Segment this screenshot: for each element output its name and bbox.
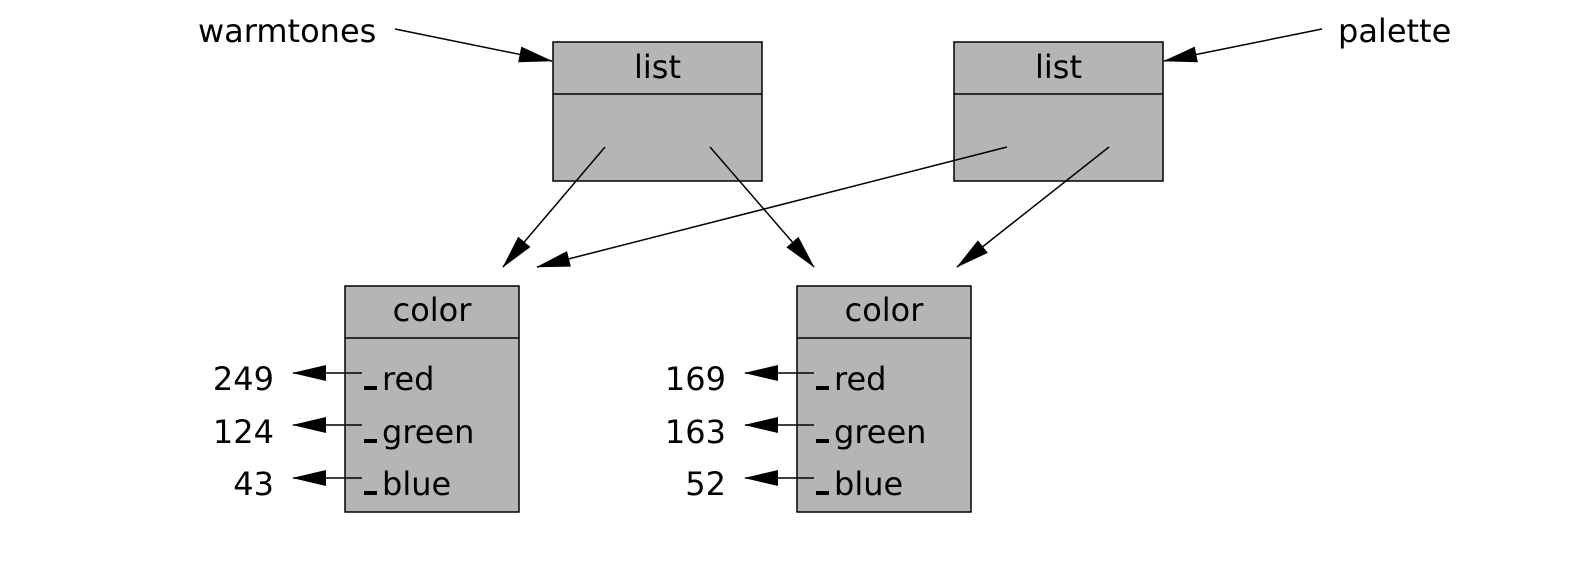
field-blue-value: 52 <box>685 465 726 503</box>
warmtones-reference-arrow <box>394 28 553 63</box>
field-red-label: red <box>834 360 886 398</box>
left-list-element-1-arrow <box>709 146 815 268</box>
field-green-value: 124 <box>213 413 274 451</box>
field-red-value: 249 <box>213 360 274 398</box>
field-green-label: green <box>382 413 474 451</box>
list-type-label: list <box>1035 48 1082 86</box>
field-blue-label: blue <box>382 465 451 503</box>
field-red-value: 169 <box>665 360 726 398</box>
color-object-left: color red green blue <box>344 285 520 513</box>
palette-reference-arrow <box>1163 28 1323 63</box>
left-list-element-0-arrow <box>502 146 606 268</box>
list-object-left: list <box>552 41 763 182</box>
field-blue-value: 43 <box>233 465 274 503</box>
right-list-element-1-arrow <box>956 146 1110 268</box>
field-green-label: green <box>834 413 926 451</box>
list-object-right: list <box>953 41 1164 182</box>
list-type-label: list <box>634 48 681 86</box>
color-type-label: color <box>393 291 473 329</box>
right-list-element-0-arrow <box>536 146 1008 268</box>
variable-palette-label: palette <box>1338 12 1451 50</box>
field-green-value: 163 <box>665 413 726 451</box>
variable-warmtones-label: warmtones <box>198 12 376 50</box>
field-blue-label: blue <box>834 465 903 503</box>
color-object-right: color red green blue <box>796 285 972 513</box>
color-type-label: color <box>845 291 925 329</box>
field-red-label: red <box>382 360 434 398</box>
